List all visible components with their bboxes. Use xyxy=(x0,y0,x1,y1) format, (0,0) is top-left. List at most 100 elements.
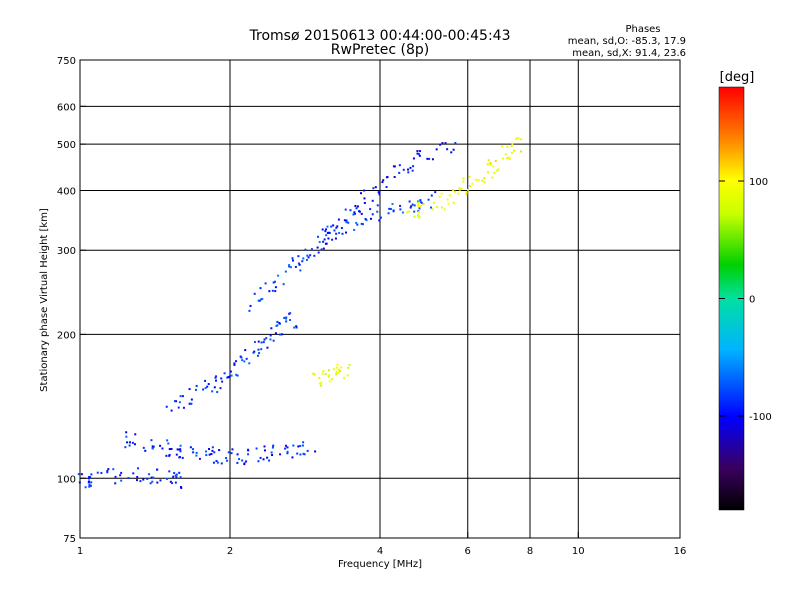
data-point xyxy=(205,454,208,457)
data-point xyxy=(214,379,217,382)
data-point xyxy=(90,481,93,484)
data-point xyxy=(127,477,130,480)
data-point xyxy=(114,475,117,478)
data-point xyxy=(335,370,338,373)
data-point xyxy=(356,223,359,226)
data-point xyxy=(417,153,420,156)
data-point xyxy=(192,448,195,451)
data-point xyxy=(402,168,405,171)
data-point xyxy=(175,473,178,476)
data-point xyxy=(353,228,356,231)
data-point xyxy=(317,251,320,254)
data-point xyxy=(439,143,442,146)
data-point xyxy=(230,374,233,377)
x-axis-label: Frequency [MHz] xyxy=(338,559,422,570)
data-point xyxy=(279,453,282,456)
data-point xyxy=(504,153,507,156)
data-point xyxy=(460,187,463,190)
data-point xyxy=(296,452,299,455)
data-point xyxy=(409,206,412,209)
data-point xyxy=(355,221,358,224)
data-point xyxy=(213,451,216,454)
data-point xyxy=(221,380,224,383)
data-point xyxy=(427,198,430,201)
data-point xyxy=(283,316,286,319)
data-point xyxy=(417,211,420,214)
data-point xyxy=(363,201,366,204)
data-point xyxy=(356,205,359,208)
data-point xyxy=(202,388,205,391)
data-point xyxy=(257,354,260,357)
data-point xyxy=(152,476,155,479)
data-point xyxy=(408,200,411,203)
data-point xyxy=(399,208,402,211)
colorbar-tick-label: 0 xyxy=(749,295,755,306)
data-point xyxy=(379,216,382,219)
data-point xyxy=(126,441,129,444)
data-point xyxy=(471,182,474,185)
data-point xyxy=(198,457,201,460)
data-point xyxy=(457,192,460,195)
data-point xyxy=(293,326,296,329)
data-point xyxy=(340,227,343,230)
data-point xyxy=(228,375,231,378)
data-point xyxy=(170,447,173,450)
data-point xyxy=(192,451,195,454)
data-point xyxy=(264,282,267,285)
data-point xyxy=(344,208,347,211)
data-point xyxy=(392,209,395,212)
data-point xyxy=(215,375,218,378)
data-point xyxy=(240,356,243,359)
data-point xyxy=(407,168,410,171)
data-point xyxy=(328,380,331,383)
data-point xyxy=(360,222,363,225)
data-point xyxy=(139,480,142,483)
data-point xyxy=(245,357,248,360)
data-point xyxy=(389,208,392,211)
data-point xyxy=(388,207,391,210)
data-point xyxy=(151,445,154,448)
data-point xyxy=(520,138,523,141)
data-point xyxy=(510,151,513,154)
data-point xyxy=(513,149,516,152)
data-point xyxy=(483,177,486,180)
data-point xyxy=(125,431,128,434)
data-point xyxy=(450,151,453,154)
data-point xyxy=(318,241,321,244)
data-point xyxy=(243,463,246,466)
data-point xyxy=(159,444,162,447)
data-point xyxy=(195,451,198,454)
data-point xyxy=(88,485,91,488)
data-point xyxy=(238,458,241,461)
data-point xyxy=(335,226,338,229)
data-point xyxy=(337,368,340,371)
data-point xyxy=(465,193,468,196)
data-point xyxy=(435,148,438,151)
data-point xyxy=(131,441,134,444)
data-point xyxy=(295,326,298,329)
data-point xyxy=(214,376,217,379)
data-point xyxy=(337,371,340,374)
data-point xyxy=(486,163,489,166)
data-point xyxy=(179,476,182,479)
y-tick-label: 750 xyxy=(57,56,76,67)
data-point xyxy=(172,475,175,478)
data-point xyxy=(270,451,273,454)
x-tick-label: 10 xyxy=(572,546,585,557)
data-point xyxy=(448,194,451,197)
data-point xyxy=(165,405,168,408)
data-point xyxy=(150,476,153,479)
data-point xyxy=(446,148,449,151)
data-point xyxy=(166,477,169,480)
data-point xyxy=(477,178,480,181)
data-point xyxy=(422,202,425,205)
data-point xyxy=(168,448,171,451)
data-point xyxy=(211,446,214,449)
data-point xyxy=(276,320,279,323)
data-point xyxy=(302,257,305,260)
chart-title: Tromsø 20150613 00:44:00-00:45:43 xyxy=(249,28,511,44)
data-point xyxy=(325,228,328,231)
data-point xyxy=(413,210,416,213)
stats-heading: Phases xyxy=(625,24,660,35)
data-point xyxy=(318,376,321,379)
